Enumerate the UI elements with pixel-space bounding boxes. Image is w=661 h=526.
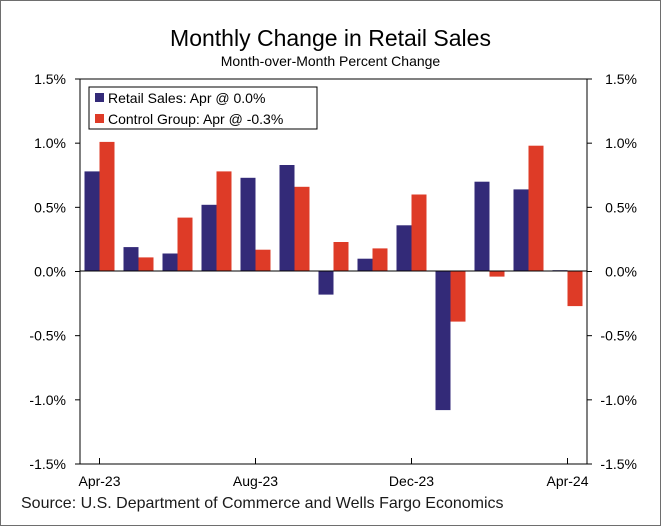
bar-control-group-nov-23: [372, 248, 388, 272]
y-tick-label-left: 0.0%: [34, 264, 66, 280]
legend: Retail Sales: Apr @ 0.0% Control Group: …: [88, 86, 318, 130]
bar-retail-sales-aug-23: [240, 177, 256, 272]
bar-control-group-aug-23: [255, 249, 271, 272]
y-tick-label-left: -1.5%: [29, 456, 66, 472]
y-axis-ticks: 1.5% 1.5% 1.0% 1.0% 0.5% 0.5% 0.0% 0.0% -0.5% -0.…: [29, 71, 637, 472]
y-tick-label-left: -0.5%: [29, 328, 66, 344]
legend-label-retail-sales: Retail Sales: Apr @ 0.0%: [108, 90, 265, 106]
source-note: Source: U.S. Department of Commerce and …: [21, 495, 504, 512]
bar-control-group-oct-23: [333, 242, 349, 272]
bar-control-group-dec-23: [411, 194, 427, 272]
bar-retail-sales-feb-24: [474, 181, 490, 272]
y-tick-label-right: 0.0%: [605, 264, 637, 280]
y-tick-label-right: -1.5%: [600, 456, 637, 472]
legend-swatch-retail-sales: [95, 93, 104, 102]
x-tick-label-apr-23: Apr-23: [78, 473, 120, 489]
legend-label-control-group: Control Group: Apr @ -0.3%: [108, 111, 283, 127]
bar-retail-sales-jun-23: [162, 253, 178, 272]
chart-subtitle: Month-over-Month Percent Change: [220, 53, 441, 69]
legend-swatch-control-group: [95, 114, 104, 123]
y-tick-label-left: 1.0%: [34, 135, 66, 151]
y-tick-label-right: -0.5%: [600, 328, 637, 344]
bars-group: [84, 141, 583, 411]
y-tick-label-right: 1.0%: [605, 135, 637, 151]
bar-retail-sales-may-23: [123, 247, 139, 272]
bar-retail-sales-jul-23: [201, 204, 217, 272]
x-tick-label-dec-23: Dec-23: [389, 473, 434, 489]
bar-retail-sales-apr-23: [84, 171, 100, 272]
chart-title: Monthly Change in Retail Sales: [170, 25, 491, 51]
bar-control-group-jan-24: [450, 271, 466, 322]
bar-control-group-jun-23: [177, 217, 193, 272]
y-tick-label-left: 0.5%: [34, 199, 66, 215]
y-tick-label-left: 1.5%: [34, 71, 66, 87]
x-tick-label-aug-23: Aug-23: [233, 473, 278, 489]
y-tick-label-left: -1.0%: [29, 392, 66, 408]
bar-control-group-jul-23: [216, 171, 232, 272]
bar-retail-sales-mar-24: [513, 189, 529, 272]
bar-retail-sales-nov-23: [357, 258, 373, 272]
bar-retail-sales-jan-24: [435, 271, 451, 411]
x-axis-ticks: Apr-23 Aug-23 Dec-23 Apr-24: [78, 458, 589, 489]
bar-control-group-sep-23: [294, 186, 310, 272]
y-tick-label-right: 1.5%: [605, 71, 637, 87]
bar-control-group-apr-24: [567, 271, 583, 307]
bar-control-group-apr-23: [99, 141, 115, 272]
bar-control-group-may-23: [138, 257, 154, 272]
x-tick-label-apr-24: Apr-24: [546, 473, 588, 489]
bar-control-group-feb-24: [489, 271, 505, 277]
bar-retail-sales-dec-23: [396, 225, 412, 272]
bar-retail-sales-sep-23: [279, 165, 295, 272]
y-tick-label-right: -1.0%: [600, 392, 637, 408]
bar-control-group-mar-24: [528, 145, 544, 272]
legend-box: [88, 86, 318, 130]
bar-retail-sales-oct-23: [318, 271, 334, 295]
y-tick-label-right: 0.5%: [605, 199, 637, 215]
